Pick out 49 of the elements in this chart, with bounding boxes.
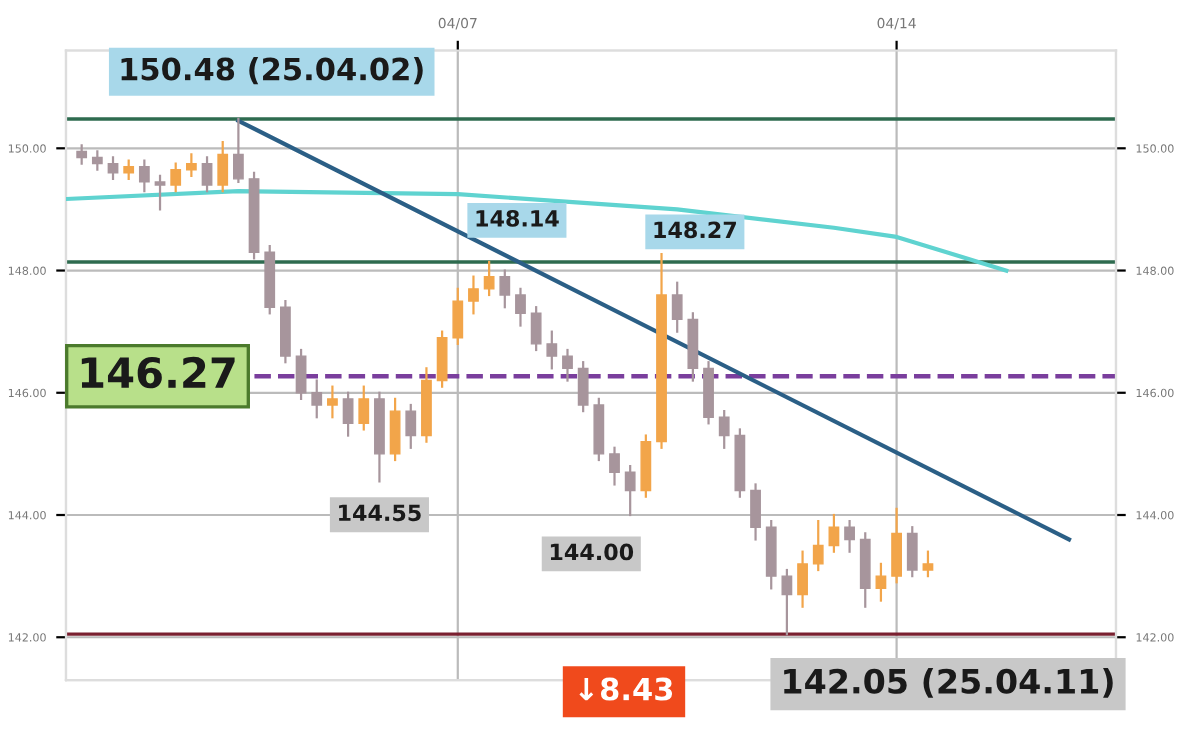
- candlestick: [91, 150, 103, 171]
- annotation: 148.27: [654, 221, 736, 239]
- candlestick: [577, 361, 589, 413]
- candlestick: [875, 562, 887, 602]
- candlestick: [405, 403, 417, 449]
- candlestick: [499, 269, 511, 309]
- candlestick: [295, 348, 307, 400]
- candlestick: [797, 550, 808, 608]
- candlestick: [358, 385, 370, 431]
- candlestick: [906, 526, 918, 578]
- candlestick: [781, 568, 793, 636]
- candlestick: [718, 410, 730, 449]
- candlestick: [750, 483, 761, 541]
- candlestick: [154, 174, 166, 211]
- candlestick: [389, 397, 401, 462]
- candlestick: [546, 330, 558, 370]
- candlestick: [609, 446, 620, 486]
- candlestick: [201, 156, 213, 193]
- candlestick: [812, 520, 824, 572]
- candlestick: [530, 306, 542, 352]
- candlestick: [76, 144, 88, 165]
- annotation: 142.05 (25.04.11): [784, 668, 1113, 698]
- candlestick: [327, 385, 338, 419]
- candlestick: [828, 513, 840, 553]
- candlestick: [311, 379, 323, 419]
- candlestick: [436, 330, 448, 388]
- candlestick: [844, 520, 855, 553]
- candlestick: [468, 275, 479, 315]
- candlestick: [562, 348, 573, 382]
- candlestick: [185, 153, 197, 177]
- candlestick: [138, 159, 150, 193]
- candlestick: [170, 162, 182, 193]
- annotation: 148.14: [476, 209, 559, 227]
- annotation: 144.55: [339, 504, 421, 522]
- candlestick: [624, 465, 636, 517]
- candlestick: [891, 507, 902, 584]
- annotation: ↓8.43: [579, 677, 673, 701]
- candlestick: [232, 117, 244, 184]
- annotation: 150.48 (25.04.02): [121, 56, 423, 85]
- candlestick: [452, 287, 464, 345]
- annotation: 144.00: [550, 543, 634, 561]
- candlestick: [217, 141, 229, 193]
- candlestick: [922, 550, 934, 578]
- candlestick: [123, 159, 135, 180]
- ref-line-label: 146.27: [81, 356, 235, 389]
- candlestick: [483, 260, 495, 297]
- candlestick: [671, 281, 683, 333]
- candlestick: [342, 391, 354, 437]
- candlestick: [515, 287, 526, 327]
